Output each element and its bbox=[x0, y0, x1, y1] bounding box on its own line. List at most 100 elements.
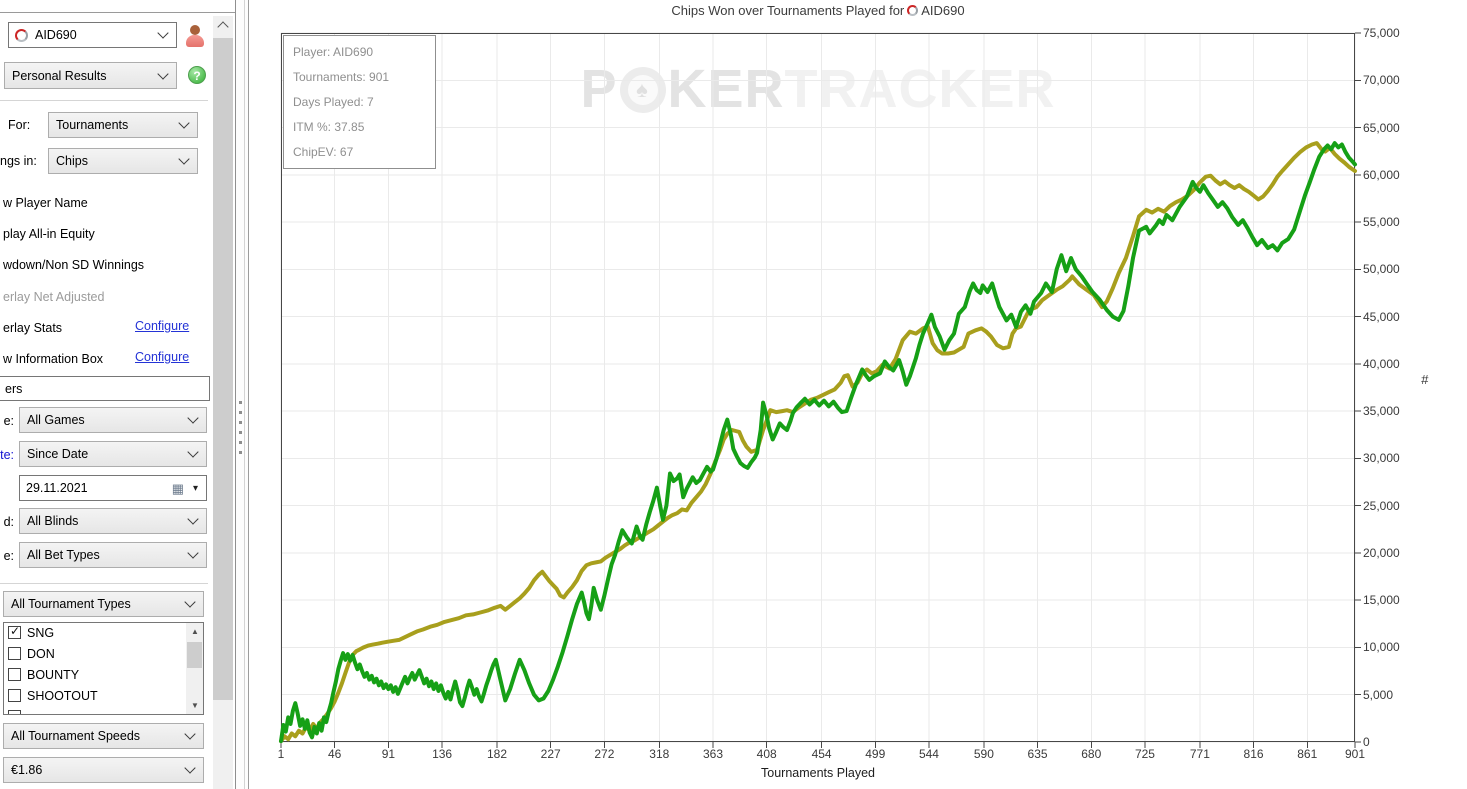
splitter-grip-dot bbox=[239, 431, 242, 434]
x-tick-label: 861 bbox=[1297, 747, 1318, 761]
splitter-grip-dot bbox=[239, 421, 242, 424]
x-tick-label: 499 bbox=[865, 747, 886, 761]
pokertracker-chip-icon bbox=[15, 28, 28, 42]
y-tick-label: 25,000 bbox=[1363, 498, 1400, 513]
date-mode-select[interactable]: Since Date bbox=[19, 441, 207, 467]
for-label: For: bbox=[8, 118, 31, 132]
configure-link[interactable]: Configure bbox=[135, 350, 190, 364]
y-tick-label: 50,000 bbox=[1363, 262, 1400, 277]
splitter-line bbox=[244, 0, 245, 789]
option-row-w-information-box[interactable]: w Information Box Configure bbox=[3, 350, 189, 366]
help-icon[interactable]: ? bbox=[188, 66, 206, 84]
divider bbox=[0, 100, 208, 101]
divider bbox=[0, 583, 208, 584]
chevron-down-icon bbox=[178, 153, 190, 165]
tournament-type-row[interactable]: DON bbox=[4, 644, 203, 665]
chart-title: Chips Won over Tournaments Played for AID… bbox=[281, 3, 1355, 18]
player-select-value: AID690 bbox=[35, 28, 77, 42]
sidebar-scrollbar-thumb[interactable] bbox=[213, 38, 233, 700]
x-tick-label: 91 bbox=[381, 747, 396, 761]
buyin-select[interactable]: €1.86 bbox=[3, 757, 204, 783]
watermark-tracker: TRACKER bbox=[784, 59, 1056, 119]
tournament-type-listbox[interactable]: ✓ SNG DON BOUNTY SHOOTOUT ▲ ▼ bbox=[3, 622, 204, 715]
info-line: ITM %: 37.85 bbox=[293, 120, 365, 134]
blind-filter-label: d: bbox=[3, 515, 14, 529]
tick-marks bbox=[280, 32, 1361, 748]
date-dropdown-caret[interactable]: ▾ bbox=[192, 483, 198, 494]
check-mark: ✓ bbox=[10, 624, 21, 638]
splitter[interactable] bbox=[236, 0, 249, 789]
splitter-grip-dot bbox=[239, 441, 242, 444]
tournament-type-row[interactable]: ✓ SNG bbox=[4, 623, 203, 644]
tournament-type-label: SNG bbox=[27, 626, 55, 640]
winnings-in-value: Chips bbox=[56, 154, 88, 168]
info-line: Days Played: 7 bbox=[293, 95, 374, 109]
x-tick-label: 136 bbox=[432, 747, 453, 761]
bet-type-select[interactable]: All Bet Types bbox=[19, 542, 207, 568]
option-label: erlay Net Adjusted bbox=[3, 290, 105, 304]
chart-title-player: AID690 bbox=[921, 3, 965, 18]
watermark-ker: KER bbox=[667, 59, 785, 119]
x-tick-label: 544 bbox=[918, 747, 939, 761]
bet-type-filter-label: e: bbox=[3, 549, 14, 563]
series-line-green bbox=[279, 141, 1357, 744]
y-tick-label: 15,000 bbox=[1363, 593, 1400, 608]
checkbox[interactable] bbox=[8, 710, 21, 714]
winnings-in-select[interactable]: Chips bbox=[48, 148, 198, 174]
tournament-type-label: BOUNTY bbox=[27, 668, 80, 682]
x-tick-label: 725 bbox=[1134, 747, 1155, 761]
checkbox[interactable] bbox=[8, 647, 21, 660]
chevron-down-icon bbox=[184, 762, 196, 774]
chart-panel: Chips Won over Tournaments Played for AID… bbox=[249, 0, 1467, 789]
player-profile-icon[interactable] bbox=[183, 24, 207, 48]
bet-type-value: All Bet Types bbox=[27, 548, 100, 562]
date-mode-value: Since Date bbox=[27, 447, 89, 461]
scroll-up-icon[interactable]: ▲ bbox=[191, 627, 199, 636]
tournament-types-select[interactable]: All Tournament Types bbox=[3, 591, 204, 617]
y-tick-label: 40,000 bbox=[1363, 356, 1400, 371]
listbox-scrollbar[interactable]: ▲ ▼ bbox=[186, 623, 203, 714]
option-row-wdown-non-sd-winnings[interactable]: wdown/Non SD Winnings bbox=[3, 256, 144, 272]
configure-link[interactable]: Configure bbox=[135, 319, 190, 333]
tournament-type-label: DON bbox=[27, 647, 55, 661]
x-tick-label: 816 bbox=[1243, 747, 1264, 761]
tournament-type-row[interactable]: SHOOTOUT bbox=[4, 686, 203, 707]
blind-filter-value: All Blinds bbox=[27, 514, 79, 528]
person-head bbox=[190, 25, 200, 35]
tournament-type-row[interactable] bbox=[4, 707, 203, 714]
blind-filter-select[interactable]: All Blinds bbox=[19, 508, 207, 534]
splitter-line bbox=[248, 0, 249, 789]
option-label: wdown/Non SD Winnings bbox=[3, 258, 145, 272]
checkbox[interactable] bbox=[8, 689, 21, 702]
y-tick-label: 45,000 bbox=[1363, 309, 1400, 324]
scroll-down-icon[interactable]: ▼ bbox=[191, 701, 199, 710]
checkbox[interactable] bbox=[8, 668, 21, 681]
calendar-icon[interactable]: ▦ bbox=[171, 481, 184, 496]
sidebar-scrollbar[interactable] bbox=[213, 16, 233, 789]
date-value: 29.11.2021 bbox=[26, 481, 88, 495]
listbox-scrollbar-thumb[interactable] bbox=[187, 642, 202, 668]
chevron-down-icon bbox=[157, 27, 169, 39]
tournament-speeds-select[interactable]: All Tournament Speeds bbox=[3, 723, 204, 749]
x-tick-label: 771 bbox=[1189, 747, 1210, 761]
for-select[interactable]: Tournaments bbox=[48, 112, 198, 138]
option-row-w-player-name[interactable]: w Player Name bbox=[3, 194, 88, 210]
filters-header-box: ers bbox=[0, 376, 210, 401]
player-select[interactable]: AID690 bbox=[8, 22, 177, 48]
info-line: Player: AID690 bbox=[293, 45, 374, 59]
x-tick-label: 590 bbox=[973, 747, 994, 761]
y-tick-label: 75,000 bbox=[1363, 26, 1400, 40]
option-label: w Player Name bbox=[3, 196, 88, 210]
chevron-down-icon bbox=[187, 547, 199, 559]
option-row-play-all-in-equity[interactable]: play All-in Equity bbox=[3, 225, 95, 241]
option-row-erlay-net-adjusted[interactable]: erlay Net Adjusted bbox=[3, 288, 104, 304]
results-mode-select[interactable]: Personal Results bbox=[4, 62, 177, 89]
scroll-up-icon[interactable] bbox=[217, 21, 229, 33]
date-input[interactable]: 29.11.2021 ▦ ▾ bbox=[19, 475, 207, 501]
game-filter-select[interactable]: All Games bbox=[19, 407, 207, 433]
sidebar-top-border bbox=[0, 12, 236, 13]
tournament-type-row[interactable]: BOUNTY bbox=[4, 665, 203, 686]
x-tick-label: 901 bbox=[1344, 747, 1366, 761]
checkbox-checked[interactable]: ✓ bbox=[8, 624, 21, 639]
option-row-erlay-stats[interactable]: erlay Stats Configure bbox=[3, 319, 189, 335]
